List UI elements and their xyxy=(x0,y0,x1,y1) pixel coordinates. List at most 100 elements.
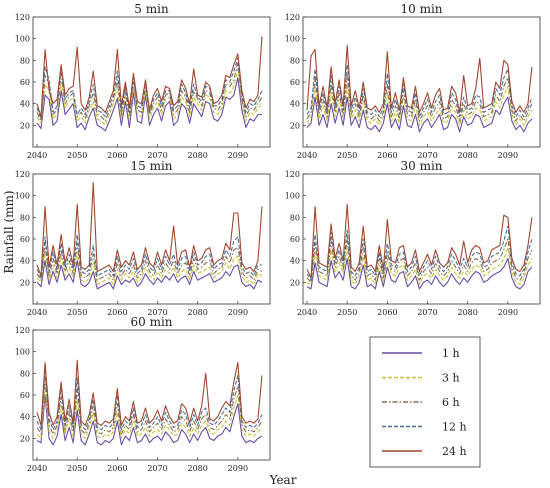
x-tick-label: 2090 xyxy=(228,308,248,317)
x-tick-label: 2080 xyxy=(188,308,208,317)
x-tick-label: 2080 xyxy=(188,464,208,473)
x-tick-label: 2070 xyxy=(417,151,437,160)
y-tick-label: 120 xyxy=(285,13,300,22)
series-line xyxy=(36,377,263,435)
y-tick-label: 20 xyxy=(290,121,300,130)
y-tick-label: 100 xyxy=(285,35,300,44)
x-tick-label: 2090 xyxy=(498,151,518,160)
y-tick-label: 80 xyxy=(20,369,30,378)
x-axis-label: Year xyxy=(269,473,297,487)
series-line xyxy=(306,85,533,126)
x-tick-label: 2060 xyxy=(377,151,397,160)
series-line xyxy=(306,74,533,122)
y-tick-label: 40 xyxy=(290,257,300,266)
series-line xyxy=(36,368,263,431)
series-line xyxy=(306,96,533,133)
legend-label: 3 h xyxy=(442,372,460,385)
series-line xyxy=(306,257,533,290)
y-tick-label: 20 xyxy=(20,121,30,130)
x-tick-label: 2070 xyxy=(417,308,437,317)
x-tick-label: 2060 xyxy=(377,308,397,317)
x-tick-label: 2090 xyxy=(228,464,248,473)
x-tick-label: 2080 xyxy=(188,151,208,160)
x-tick-label: 2090 xyxy=(498,308,518,317)
series-line xyxy=(36,394,263,446)
x-tick-label: 2040 xyxy=(297,151,317,160)
y-tick-label: 40 xyxy=(290,100,300,109)
y-tick-label: 20 xyxy=(20,434,30,443)
series-line xyxy=(36,182,263,277)
series-line xyxy=(36,57,263,120)
x-tick-label: 2070 xyxy=(147,308,167,317)
panel-title: 60 min xyxy=(130,315,172,329)
y-tick-label: 60 xyxy=(290,235,300,244)
legend: 1 h 3 h 6 h 12 h 24 h xyxy=(369,336,481,468)
series-line xyxy=(306,247,533,286)
series-line xyxy=(36,359,263,426)
y-tick-label: 60 xyxy=(20,391,30,400)
x-tick-label: 2070 xyxy=(147,151,167,160)
y-tick-label: 20 xyxy=(20,278,30,287)
x-tick-label: 2040 xyxy=(297,308,317,317)
x-tick-label: 2080 xyxy=(458,308,478,317)
y-tick-label: 40 xyxy=(20,413,30,422)
x-tick-label: 2050 xyxy=(67,308,87,317)
panel-title: 10 min xyxy=(400,2,442,16)
x-tick-label: 2060 xyxy=(107,308,127,317)
plot-area xyxy=(32,173,271,305)
series-line xyxy=(36,242,263,281)
y-tick-label: 20 xyxy=(290,278,300,287)
x-tick-label: 2040 xyxy=(27,151,47,160)
legend-label: 24 h xyxy=(442,445,467,458)
x-tick-label: 2040 xyxy=(27,464,47,473)
x-tick-label: 2080 xyxy=(458,151,478,160)
x-tick-label: 2050 xyxy=(67,464,87,473)
series-line xyxy=(306,44,533,113)
y-tick-label: 120 xyxy=(15,326,30,335)
series-line xyxy=(36,260,263,290)
y-tick-label: 100 xyxy=(15,348,30,357)
y-tick-label: 60 xyxy=(290,78,300,87)
panel-title: 5 min xyxy=(134,2,169,16)
plot-area xyxy=(32,16,271,148)
x-tick-label: 2050 xyxy=(337,308,357,317)
legend-label: 1 h xyxy=(442,347,460,360)
series-line xyxy=(306,203,533,279)
x-tick-label: 2070 xyxy=(147,464,167,473)
y-axis-label: Rainfall (mm) xyxy=(2,190,16,273)
series-line xyxy=(36,36,263,118)
legend-label: 12 h xyxy=(442,421,467,434)
series-line xyxy=(306,238,533,283)
series-line xyxy=(36,234,262,279)
x-tick-label: 2060 xyxy=(107,151,127,160)
y-tick-label: 80 xyxy=(290,213,300,222)
y-tick-label: 120 xyxy=(285,170,300,179)
y-tick-label: 100 xyxy=(15,35,30,44)
y-tick-label: 60 xyxy=(20,235,30,244)
y-tick-label: 80 xyxy=(290,56,300,65)
panel-title: 30 min xyxy=(400,159,442,173)
series-line xyxy=(306,225,533,281)
legend-label: 6 h xyxy=(442,396,460,409)
panel-title: 15 min xyxy=(130,159,172,173)
x-tick-label: 2040 xyxy=(27,308,47,317)
y-tick-label: 120 xyxy=(15,13,30,22)
series-line xyxy=(36,249,263,286)
y-tick-label: 100 xyxy=(15,192,30,201)
x-tick-label: 2050 xyxy=(337,151,357,160)
x-tick-label: 2060 xyxy=(107,464,127,473)
y-tick-label: 80 xyxy=(20,56,30,65)
x-tick-label: 2050 xyxy=(67,151,87,160)
y-tick-label: 40 xyxy=(20,100,30,109)
y-tick-label: 80 xyxy=(20,213,30,222)
series-line xyxy=(36,385,263,439)
y-tick-label: 120 xyxy=(15,170,30,179)
y-tick-label: 100 xyxy=(285,192,300,201)
y-tick-label: 40 xyxy=(20,257,30,266)
